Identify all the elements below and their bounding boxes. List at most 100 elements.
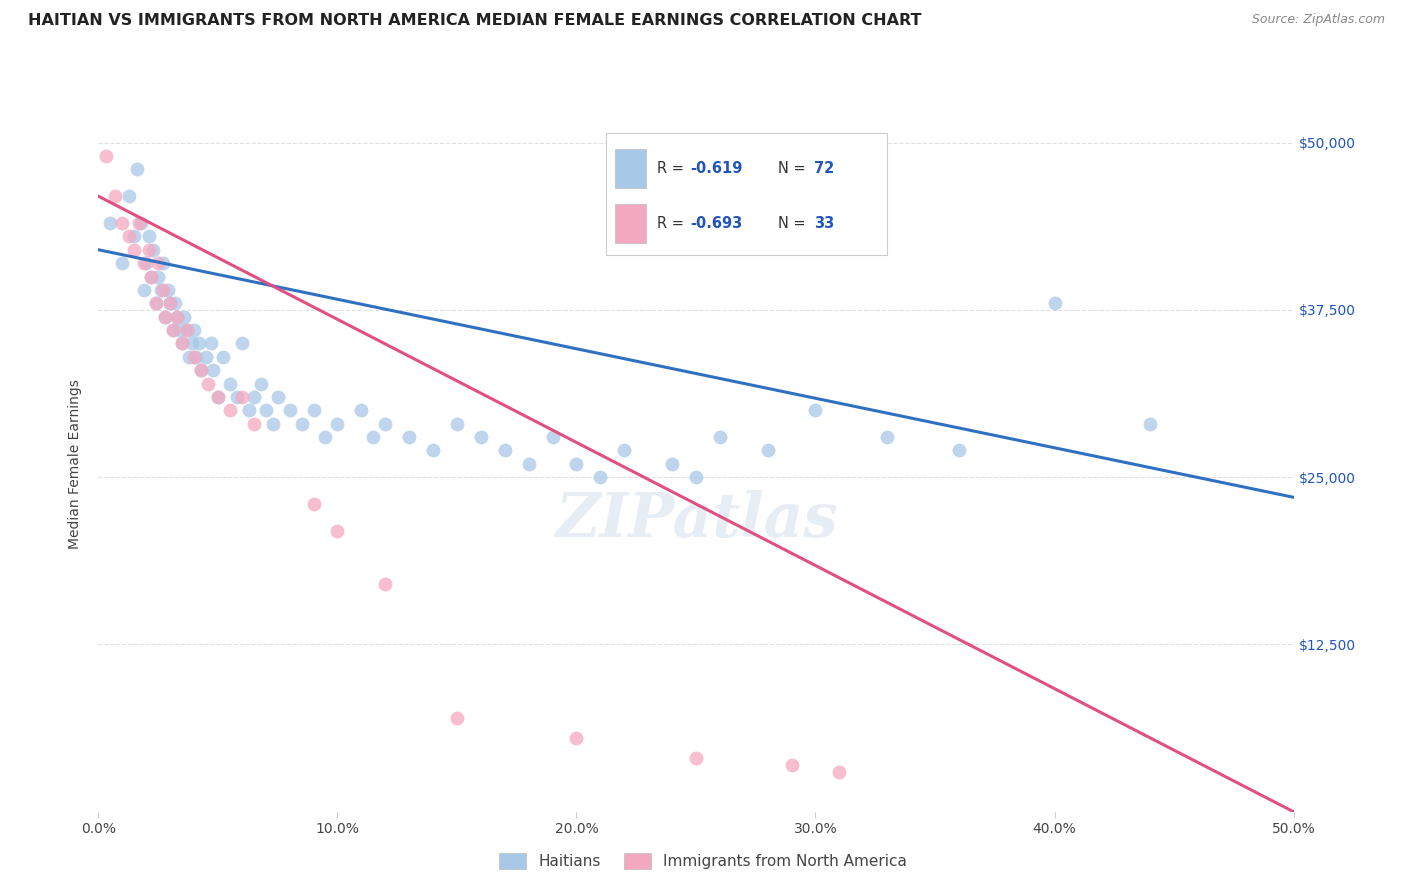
- Point: [152, 283, 174, 297]
- Point: [162, 323, 184, 337]
- Point: [350, 403, 373, 417]
- Point: [94, 149, 117, 163]
- Point: [565, 457, 588, 471]
- Point: [98, 216, 122, 230]
- Point: [138, 243, 160, 257]
- Point: [613, 443, 636, 458]
- Point: [173, 310, 195, 324]
- Point: [254, 403, 277, 417]
- Point: [111, 256, 134, 270]
- Point: [422, 443, 444, 458]
- Point: [231, 336, 253, 351]
- Point: [219, 403, 242, 417]
- Point: [446, 711, 468, 725]
- Point: [152, 256, 174, 270]
- Text: HAITIAN VS IMMIGRANTS FROM NORTH AMERICA MEDIAN FEMALE EARNINGS CORRELATION CHAR: HAITIAN VS IMMIGRANTS FROM NORTH AMERICA…: [28, 13, 921, 29]
- Point: [756, 443, 779, 458]
- Point: [156, 283, 179, 297]
- Point: [124, 229, 146, 244]
- Point: [470, 430, 492, 444]
- Point: [374, 577, 396, 591]
- Point: [132, 283, 155, 297]
- Point: [139, 269, 162, 284]
- Point: [176, 323, 198, 337]
- Point: [118, 189, 141, 203]
- Point: [494, 443, 516, 458]
- Point: [446, 417, 468, 431]
- Point: [162, 323, 184, 337]
- Point: [104, 189, 127, 203]
- Point: [131, 216, 153, 230]
- Point: [709, 430, 731, 444]
- Point: [172, 336, 194, 351]
- Point: [876, 430, 898, 444]
- Point: [190, 363, 212, 377]
- Point: [565, 731, 588, 746]
- Point: [187, 336, 209, 351]
- Point: [804, 403, 827, 417]
- Point: [243, 417, 266, 431]
- Point: [190, 363, 212, 377]
- Point: [398, 430, 420, 444]
- Point: [169, 323, 191, 337]
- Point: [315, 430, 337, 444]
- Point: [135, 256, 157, 270]
- Point: [111, 216, 134, 230]
- Point: [186, 350, 208, 364]
- Point: [250, 376, 273, 391]
- Point: [207, 390, 229, 404]
- Point: [541, 430, 564, 444]
- Point: [226, 390, 249, 404]
- Point: [155, 310, 177, 324]
- Point: [262, 417, 284, 431]
- Point: [159, 296, 181, 310]
- Point: [517, 457, 540, 471]
- Point: [118, 229, 141, 244]
- Point: [211, 350, 233, 364]
- Point: [183, 350, 205, 364]
- Legend: Haitians, Immigrants from North America: Haitians, Immigrants from North America: [492, 847, 914, 875]
- Point: [166, 310, 188, 324]
- Point: [374, 417, 396, 431]
- Point: [302, 497, 325, 511]
- Point: [172, 336, 194, 351]
- Point: [163, 296, 186, 310]
- Text: Source: ZipAtlas.com: Source: ZipAtlas.com: [1251, 13, 1385, 27]
- Point: [180, 336, 202, 351]
- Point: [685, 751, 707, 765]
- Point: [128, 216, 150, 230]
- Point: [326, 417, 349, 431]
- Point: [278, 403, 301, 417]
- Point: [142, 243, 165, 257]
- Point: [685, 470, 707, 484]
- Point: [267, 390, 290, 404]
- Point: [132, 256, 155, 270]
- Point: [176, 323, 198, 337]
- Point: [145, 296, 167, 310]
- Point: [780, 758, 803, 772]
- Point: [197, 376, 219, 391]
- Point: [231, 390, 253, 404]
- Point: [291, 417, 314, 431]
- Point: [179, 350, 201, 364]
- Point: [661, 457, 683, 471]
- Point: [125, 162, 148, 177]
- Point: [1139, 417, 1161, 431]
- Point: [363, 430, 385, 444]
- Point: [139, 269, 162, 284]
- Point: [326, 524, 349, 538]
- Point: [200, 336, 222, 351]
- Point: [219, 376, 242, 391]
- Point: [183, 323, 205, 337]
- Point: [828, 764, 851, 779]
- Text: ZIPatlas: ZIPatlas: [554, 490, 838, 549]
- Point: [1043, 296, 1066, 310]
- Point: [148, 256, 170, 270]
- Point: [207, 390, 229, 404]
- Point: [148, 269, 170, 284]
- Point: [302, 403, 325, 417]
- Point: [238, 403, 260, 417]
- Y-axis label: Median Female Earnings: Median Female Earnings: [69, 379, 83, 549]
- Point: [149, 283, 172, 297]
- Point: [243, 390, 266, 404]
